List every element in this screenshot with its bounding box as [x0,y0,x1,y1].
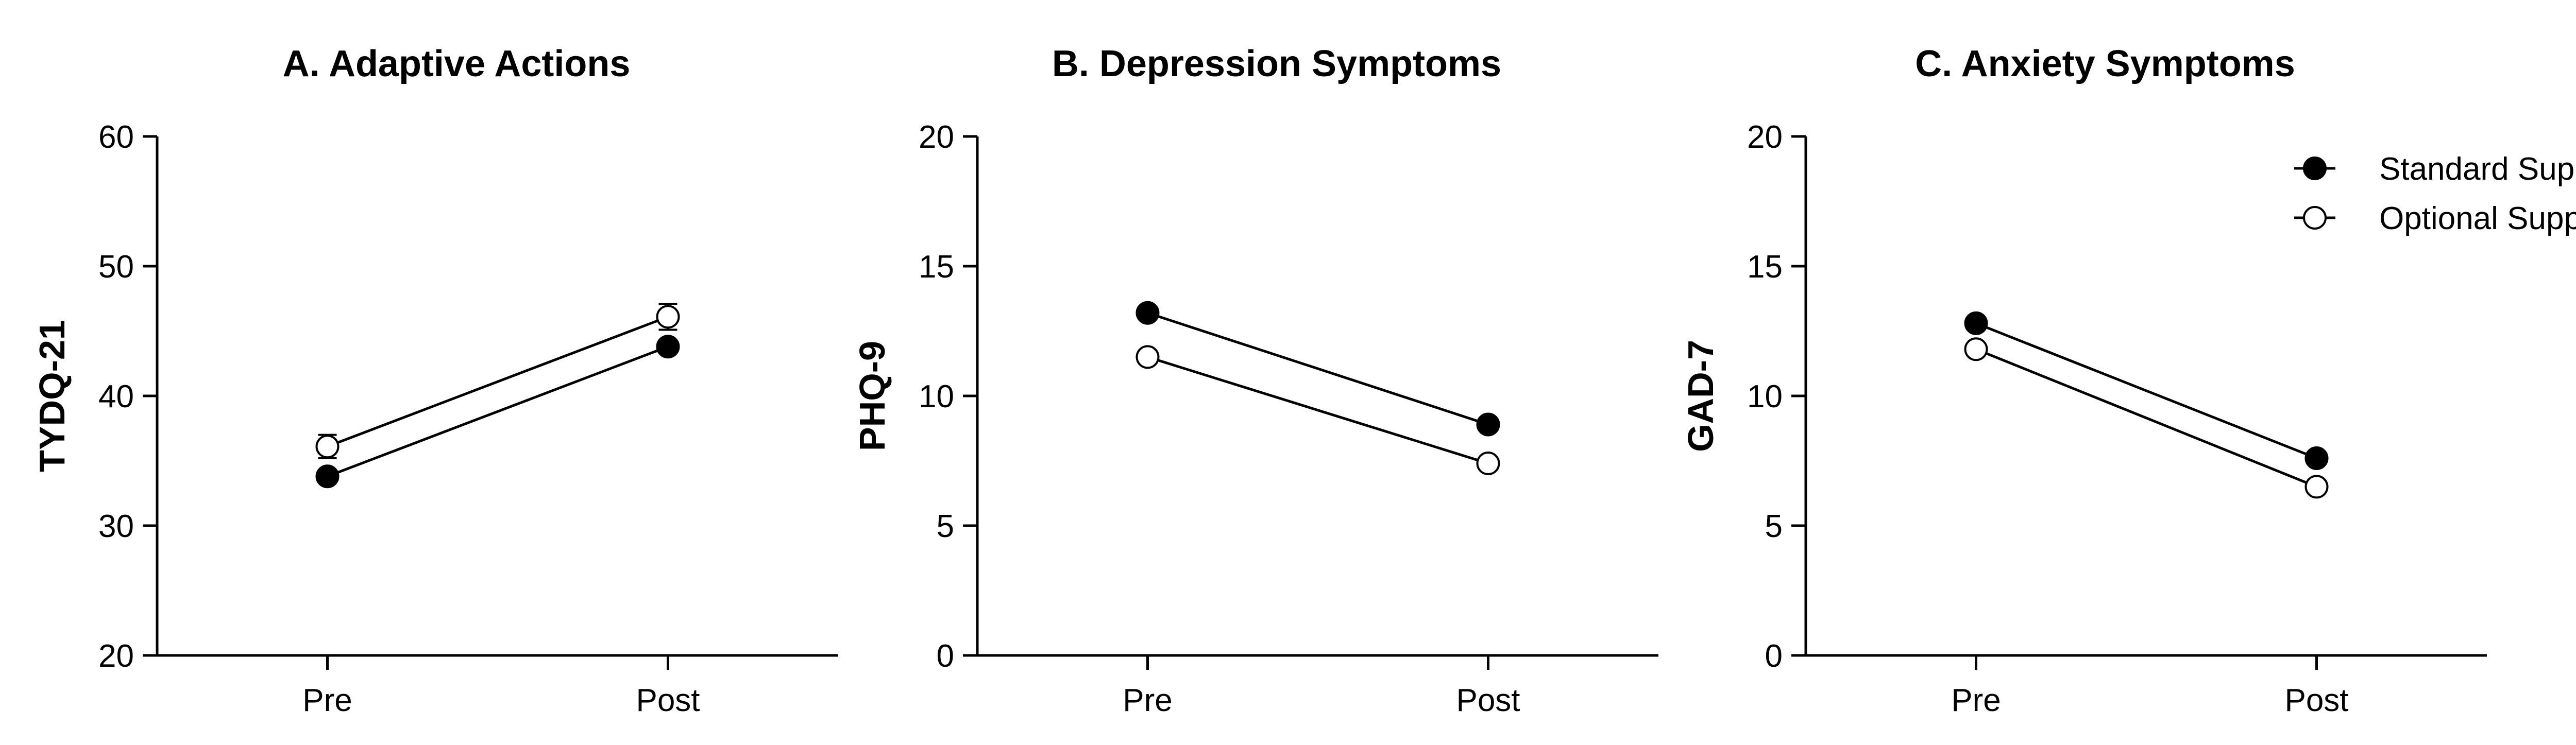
y-tick-label: 0 [1765,638,1783,674]
data-point-standard-support-pre [1964,311,1988,335]
y-axis-label-tydq-21: TYDQ-21 [32,320,72,472]
panel-title-tydq-21: A. Adaptive Actions [283,43,631,84]
series-line-optional-support [327,315,669,448]
y-axis-label-phq-9: PHQ-9 [852,341,892,451]
x-tick-label-pre: Pre [1951,683,2001,718]
y-tick-label: 5 [1765,509,1783,544]
panel-title-gad-7: C. Anxiety Symptoms [1915,43,2295,84]
y-tick-label: 0 [937,638,954,674]
data-point-standard-support-pre [315,464,340,489]
y-tick-label: 15 [1747,249,1783,285]
panel-tydq-21: A. Adaptive Actions TYDQ-21 20 30 40 50 60 Pre P… [32,43,838,718]
y-tick-label: 20 [98,638,134,674]
data-point-optional-support-post [1476,452,1500,476]
y-tick-label: 60 [98,119,134,155]
y-tick-label: 10 [919,379,954,414]
data-point-optional-support-post [2304,475,2329,499]
legend-item-optional-support: Optional Support [2294,201,2576,236]
open-circle-marker [2303,206,2327,230]
panel-title-phq-9: B. Depression Symptoms [1052,43,1501,84]
panel-phq-9: B. Depression Symptoms PHQ-9 0 5 10 15 20 Pre Po… [852,43,1658,718]
x-tick-label-pre: Pre [1123,683,1172,718]
data-point-optional-support-pre [1964,337,1988,361]
series-line-standard-support [327,345,669,478]
y-tick-label: 15 [919,249,954,285]
legend-label: Optional Support [2379,201,2576,236]
series-line-optional-support [1975,348,2317,488]
data-point-standard-support-post [1476,412,1500,437]
data-point-standard-support-pre [1136,301,1160,325]
y-tick-label: 30 [98,509,134,544]
x-tick-label-post: Post [2284,683,2348,718]
y-axis-label-gad-7: GAD-7 [1681,340,1721,452]
data-point-optional-support-post [656,305,680,329]
x-tick-label-post: Post [636,683,700,718]
data-point-optional-support-pre [315,435,340,459]
x-tick-label-pre: Pre [302,683,352,718]
series-line-standard-support [1975,322,2317,460]
series-line-optional-support [1147,356,1489,465]
y-tick-label: 40 [98,379,134,414]
data-point-optional-support-pre [1136,345,1160,369]
y-tick-label: 50 [98,249,134,285]
legend: Standard Support Optional Support [2294,151,2576,236]
legend-label: Standard Support [2379,151,2576,187]
y-tick-label: 10 [1747,379,1783,414]
legend-item-standard-support: Standard Support [2294,151,2576,187]
panel-gad-7: C. Anxiety Symptoms GAD-7 0 5 10 15 20 Pre Post [1681,43,2487,718]
filled-circle-marker [2303,157,2327,180]
series-line-standard-support [1147,311,1489,426]
data-point-standard-support-post [656,335,680,359]
data-point-standard-support-post [2304,446,2329,470]
y-tick-label: 20 [919,119,954,155]
x-tick-label-post: Post [1456,683,1520,718]
y-tick-label: 5 [937,509,954,544]
y-tick-label: 20 [1747,119,1783,155]
